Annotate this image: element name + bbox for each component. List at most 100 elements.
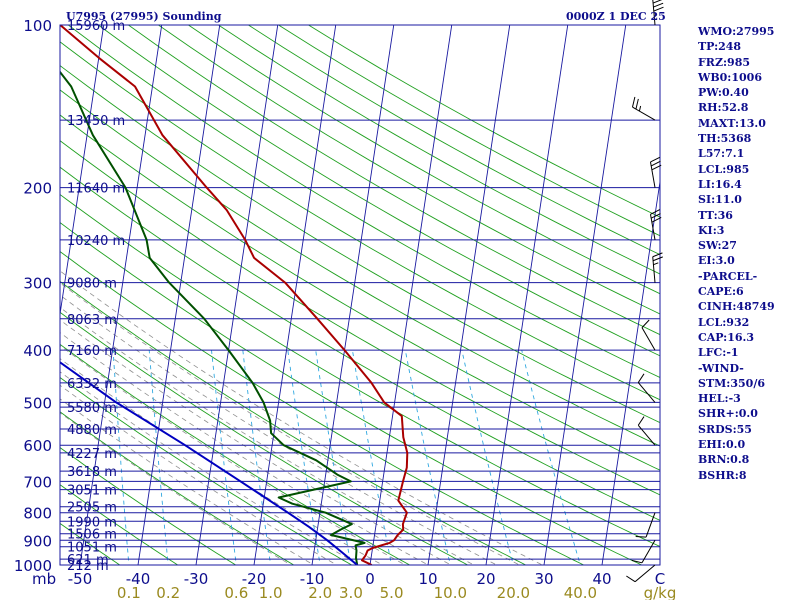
height-label: 7160 m [67, 344, 117, 359]
wind-barb-staff [641, 327, 656, 351]
dry-adiabat [60, 484, 179, 565]
wind-barb-half-flag [653, 262, 659, 266]
moist-adiabat [60, 384, 338, 565]
temp-tick-label: 30 [534, 570, 553, 588]
height-label: 2505 m [67, 501, 117, 516]
height-label: 4227 m [67, 447, 117, 462]
height-label: 6332 m [67, 377, 117, 392]
isotherm [369, 25, 453, 565]
temp-tick-label: 0 [365, 570, 375, 588]
wind-barb-flag [653, 6, 664, 12]
temp-unit-label: C [655, 570, 665, 588]
height-label: 1990 m [67, 515, 117, 530]
wind-barb-flag [650, 156, 661, 163]
wind-barb-flag [650, 160, 661, 167]
wind-barb-staff [634, 564, 656, 583]
pressure-unit-label: mb [32, 570, 56, 588]
wind-barb [626, 564, 656, 583]
dry-adiabat [158, 25, 660, 315]
moist-adiabat [60, 412, 292, 565]
mixing-ratio-label: 10.0 [434, 584, 467, 600]
wind-barb-flag [637, 373, 645, 383]
wind-barb-half-flag [638, 105, 642, 112]
wind-barb-staff [637, 382, 656, 403]
wind-barb-staff [652, 256, 656, 283]
index-item: TH:5368 [698, 132, 752, 146]
temp-tick-label: -40 [126, 570, 151, 588]
index-item: BSHR:8 [698, 468, 747, 482]
index-item: SI:11.0 [698, 193, 742, 207]
wind-barb-flag [651, 164, 662, 171]
dry-adiabat [60, 280, 527, 565]
moist-adiabat [60, 371, 361, 565]
height-label: 212 m [67, 559, 109, 574]
temp-tick-label: -20 [242, 570, 267, 588]
pressure-label: 500 [23, 394, 52, 412]
station-title: U7995 (27995) Sounding [66, 10, 222, 23]
mixing-ratio-line [287, 350, 321, 565]
mixing-ratio-line [211, 350, 237, 565]
height-label: 8063 m [67, 313, 117, 328]
isotherm [60, 25, 105, 317]
height-label: 3051 m [67, 484, 117, 499]
isotherm [485, 25, 569, 565]
mixing-ratio-line [148, 350, 169, 565]
dry-adiabat [60, 411, 295, 565]
wind-barb-staff [645, 512, 656, 538]
wind-barb-flag [650, 213, 661, 219]
index-item: PW:0.40 [698, 86, 749, 100]
dry-adiabat [98, 25, 660, 357]
height-label: 1506 m [67, 528, 117, 543]
plot-border [59, 24, 661, 566]
height-label: 3618 m [67, 465, 117, 480]
index-item: WB0:1006 [698, 70, 762, 84]
parcel-line [60, 361, 358, 565]
wind-barb [652, 0, 664, 26]
dry-adiabat [188, 25, 660, 295]
isotherm [427, 25, 511, 565]
index-item: CAPE:6 [698, 285, 744, 299]
dry-adiabat [60, 140, 660, 496]
index-item: KI:3 [698, 223, 725, 237]
wind-barb [637, 373, 656, 403]
wind-barb [631, 96, 656, 121]
wind-barb-staff [641, 540, 656, 564]
index-item: LCL:932 [698, 315, 750, 329]
index-item: SW:27 [698, 239, 737, 253]
dry-adiabat [218, 25, 660, 275]
moist-adiabat [60, 294, 498, 565]
wind-barb-flag [652, 252, 663, 258]
wind-barb-flag [635, 98, 639, 110]
wind-barb-staff [649, 214, 656, 240]
height-label: 15960 m [67, 19, 125, 34]
index-item: EHI:0.0 [698, 438, 746, 452]
mixing-ratio-unit-label: g/kg [644, 584, 677, 600]
wind-barb-staff [652, 0, 656, 26]
mixing-ratio-label: 0.6 [224, 584, 248, 600]
wind-barb-flag [637, 416, 645, 426]
index-item: SRDS:55 [698, 422, 752, 436]
pressure-label: 900 [23, 532, 52, 550]
index-item: STM:350/6 [698, 376, 765, 390]
wind-barb-flag [641, 319, 650, 328]
index-item: BRN:0.8 [698, 453, 750, 467]
index-item: CAP:16.3 [698, 330, 755, 344]
height-label: 5580 m [67, 401, 117, 416]
wind-barb-flag [631, 96, 636, 108]
isotherm [543, 25, 627, 565]
wind-barb [631, 540, 656, 564]
index-item: MAXT:13.0 [698, 116, 766, 130]
index-item: CINH:48749 [698, 300, 775, 314]
temp-tick-label: 40 [592, 570, 611, 588]
dewpoint-line [60, 70, 366, 565]
mixing-ratio-label: 0.1 [117, 584, 141, 600]
isotherm [137, 25, 221, 565]
height-label: 621 m [67, 553, 109, 568]
index-item: EI:3.0 [698, 254, 735, 268]
temp-tick-label: -30 [184, 570, 209, 588]
dry-adiabat [60, 446, 237, 565]
height-label: 10240 m [67, 234, 125, 249]
wind-barb [652, 252, 663, 283]
moist-adiabat [60, 398, 315, 565]
